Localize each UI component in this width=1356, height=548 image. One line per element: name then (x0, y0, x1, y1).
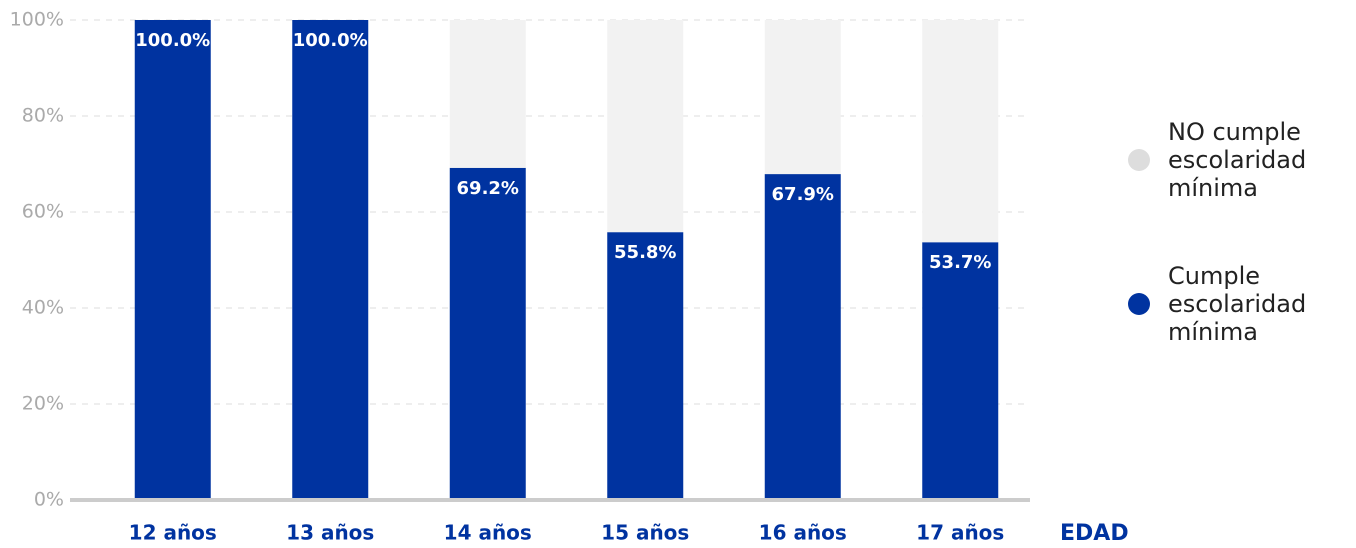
legend-swatch (1128, 293, 1150, 315)
data-label: 67.9% (772, 184, 834, 205)
data-label: 100.0% (135, 30, 210, 51)
bar-segment (764, 20, 841, 175)
legend-label: Cumple escolaridad mínima (1168, 262, 1307, 346)
bar-segment (764, 174, 841, 500)
x-tick-label: 13 años (286, 521, 374, 545)
data-label: 100.0% (293, 30, 368, 51)
x-tick-label: 16 años (759, 521, 847, 545)
y-tick-label: 80% (22, 105, 64, 127)
legend-label: NO cumple escolaridad mínima (1168, 118, 1307, 202)
bar-segment (607, 20, 684, 233)
y-tick-label: 40% (22, 297, 64, 319)
bar-segment (292, 20, 369, 500)
y-tick-label: 100% (10, 9, 64, 31)
x-axis-label: EDAD (1060, 521, 1129, 546)
bar-segment (922, 20, 999, 243)
legend-item: NO cumple escolaridad mínima (1128, 118, 1338, 202)
data-label: 55.8% (614, 242, 676, 263)
bar-segment (449, 20, 526, 168)
x-tick-label: 12 años (129, 521, 217, 545)
bar-segment (134, 20, 211, 500)
y-tick-label: 20% (22, 393, 64, 415)
bar-segment (922, 242, 999, 501)
data-label: 69.2% (457, 178, 519, 199)
x-tick-label: 14 años (444, 521, 532, 545)
legend-swatch (1128, 149, 1150, 171)
y-tick-label: 0% (34, 489, 64, 511)
data-label: 53.7% (929, 252, 991, 273)
y-tick-label: 60% (22, 201, 64, 223)
x-tick-label: 17 años (916, 521, 1004, 545)
legend-item: Cumple escolaridad mínima (1128, 262, 1338, 346)
bar-segment (607, 232, 684, 500)
bar-segment (449, 167, 526, 500)
x-tick-label: 15 años (601, 521, 689, 545)
